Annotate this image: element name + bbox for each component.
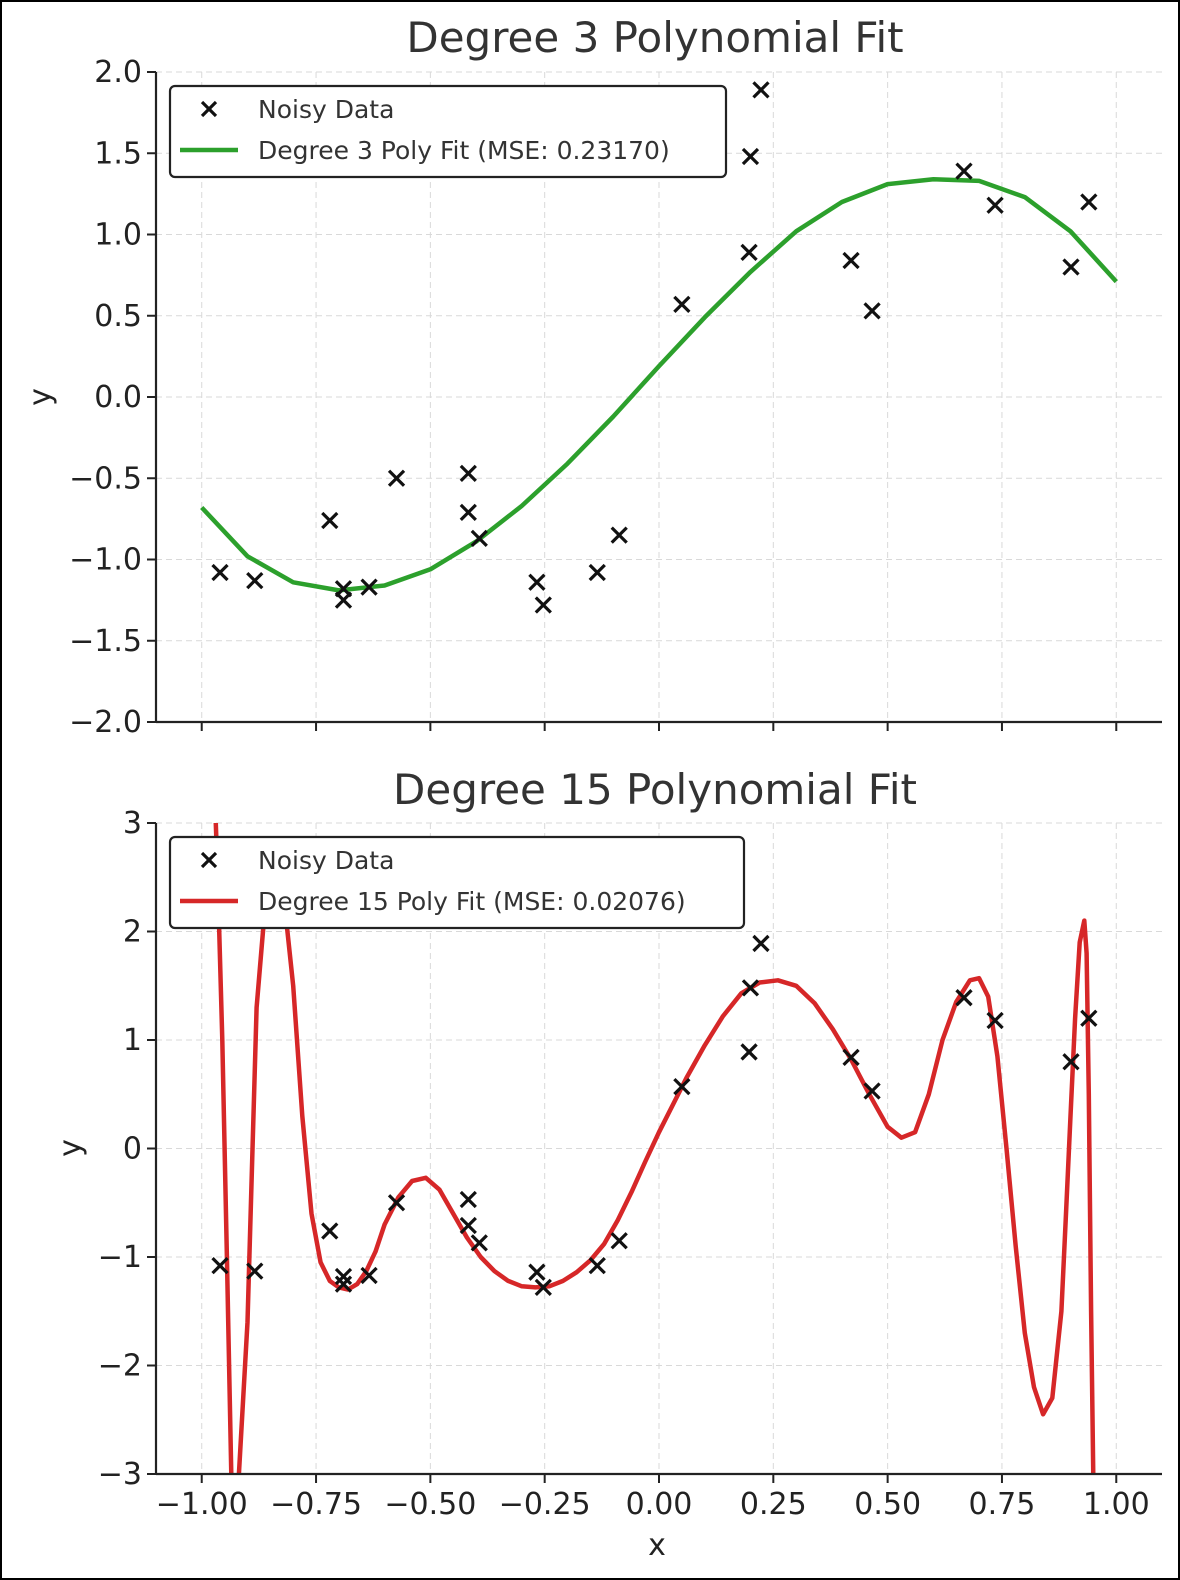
series-layer — [200, 81, 1118, 614]
data-point — [459, 1190, 477, 1209]
y-tick-label: 0.0 — [94, 380, 142, 415]
data-point — [588, 563, 606, 582]
y-tick-label: 2 — [123, 915, 142, 950]
data-point — [459, 1216, 477, 1235]
legend: Noisy Data Degree 3 Poly Fit (MSE: 0.231… — [168, 84, 728, 179]
legend-marker-noisy-data — [200, 100, 218, 118]
data-point — [863, 1082, 881, 1100]
x-tick-label: −0.25 — [499, 1487, 591, 1522]
axis-ticks: −1.00 −0.75 −0.50 −0.25 0.00 0.25 0.50 0.75 1.00… — [98, 806, 1150, 1522]
data-point — [752, 81, 770, 99]
legend-label-fit: Degree 3 Poly Fit (MSE: 0.23170) — [258, 136, 670, 165]
data-point — [334, 1275, 353, 1293]
data-point — [610, 526, 628, 544]
legend-label-noisy-data: Noisy Data — [258, 95, 394, 124]
y-axis-label: y — [53, 1139, 88, 1157]
data-point — [1062, 1053, 1080, 1071]
data-point — [528, 573, 546, 591]
data-point — [321, 1222, 339, 1240]
data-point — [360, 578, 378, 596]
data-point — [1080, 193, 1098, 211]
series-layer — [211, 823, 1098, 1474]
data-point — [955, 989, 973, 1007]
chart-title: Degree 3 Polynomial Fit — [406, 13, 903, 62]
x-axis-label: x — [648, 1528, 666, 1563]
data-point — [673, 295, 691, 314]
data-point — [246, 1262, 264, 1280]
data-point — [1062, 258, 1080, 276]
data-point — [211, 1257, 229, 1275]
x-tick-label: 0.50 — [854, 1487, 921, 1522]
x-tick-label: 0.75 — [969, 1487, 1036, 1522]
y-tick-label: −0.5 — [69, 461, 142, 496]
data-point — [955, 162, 973, 180]
panel-degree-15: Degree 15 Polynomial Fit −1.00 −0.75 −0.50… — [53, 765, 1162, 1563]
y-tick-label: −3 — [98, 1457, 142, 1492]
data-point — [740, 1043, 758, 1061]
data-point — [673, 1078, 691, 1096]
y-tick-label: −2.0 — [69, 705, 142, 740]
data-point — [741, 147, 760, 166]
y-tick-label: −1.0 — [69, 543, 142, 578]
chart-title: Degree 15 Polynomial Fit — [393, 765, 917, 814]
x-tick-label: −1.00 — [156, 1487, 248, 1522]
y-tick-label: 0.5 — [94, 299, 142, 334]
data-point — [741, 979, 760, 997]
data-point — [334, 1267, 353, 1286]
data-point — [246, 571, 264, 590]
data-point — [334, 591, 353, 609]
data-point — [752, 934, 770, 953]
data-point — [360, 1266, 378, 1285]
data-point — [387, 1194, 406, 1212]
legend-label-noisy-data: Noisy Data — [258, 846, 394, 875]
data-point — [321, 511, 339, 530]
legend-box — [168, 835, 746, 930]
x-tick-label: −0.50 — [384, 1487, 476, 1522]
data-point — [387, 469, 406, 487]
legend-box — [168, 84, 728, 179]
data-point — [986, 1011, 1004, 1030]
x-tick-label: 0.00 — [626, 1487, 693, 1522]
data-point — [534, 596, 552, 614]
y-tick-label: −1.5 — [69, 624, 142, 659]
axis-ticks: −2.0 −1.5 −1.0 −0.5 0.0 0.5 1.0 1.5 2.0 — [69, 55, 1118, 740]
data-point — [534, 1278, 552, 1297]
data-point — [459, 503, 477, 522]
data-point — [470, 529, 488, 548]
y-tick-label: 1.5 — [94, 136, 142, 171]
x-tick-label: 1.00 — [1083, 1487, 1150, 1522]
legend-label-fit: Degree 15 Poly Fit (MSE: 0.02076) — [258, 887, 686, 916]
data-point — [610, 1232, 628, 1250]
data-point — [588, 1257, 606, 1275]
legend-marker-noisy-data — [200, 851, 218, 869]
panel-degree-3: Degree 3 Polynomial Fit −2.0 −1.5 −1.0 −0.5… — [23, 13, 1162, 740]
fit-curve — [213, 823, 1096, 1474]
data-point — [842, 251, 860, 270]
y-tick-label: 1 — [123, 1023, 142, 1058]
y-tick-label: 2.0 — [94, 55, 142, 90]
data-point — [1080, 1009, 1098, 1027]
y-tick-label: 1.0 — [94, 218, 142, 253]
data-point — [470, 1234, 488, 1252]
data-point — [986, 196, 1004, 214]
legend: Noisy Data Degree 15 Poly Fit (MSE: 0.02… — [168, 835, 746, 930]
data-point — [842, 1048, 860, 1066]
y-tick-label: −1 — [98, 1240, 142, 1275]
data-point — [211, 563, 229, 582]
data-point — [863, 302, 881, 320]
fit-curve — [200, 177, 1118, 593]
data-point — [528, 1263, 546, 1281]
y-tick-label: −2 — [98, 1349, 142, 1384]
y-tick-label: 0 — [123, 1132, 142, 1167]
y-axis-label: y — [23, 388, 58, 406]
y-tick-label: 3 — [123, 806, 142, 841]
x-tick-label: −0.75 — [270, 1487, 362, 1522]
data-point — [740, 243, 758, 262]
data-point — [459, 464, 477, 483]
x-tick-label: 0.25 — [740, 1487, 807, 1522]
